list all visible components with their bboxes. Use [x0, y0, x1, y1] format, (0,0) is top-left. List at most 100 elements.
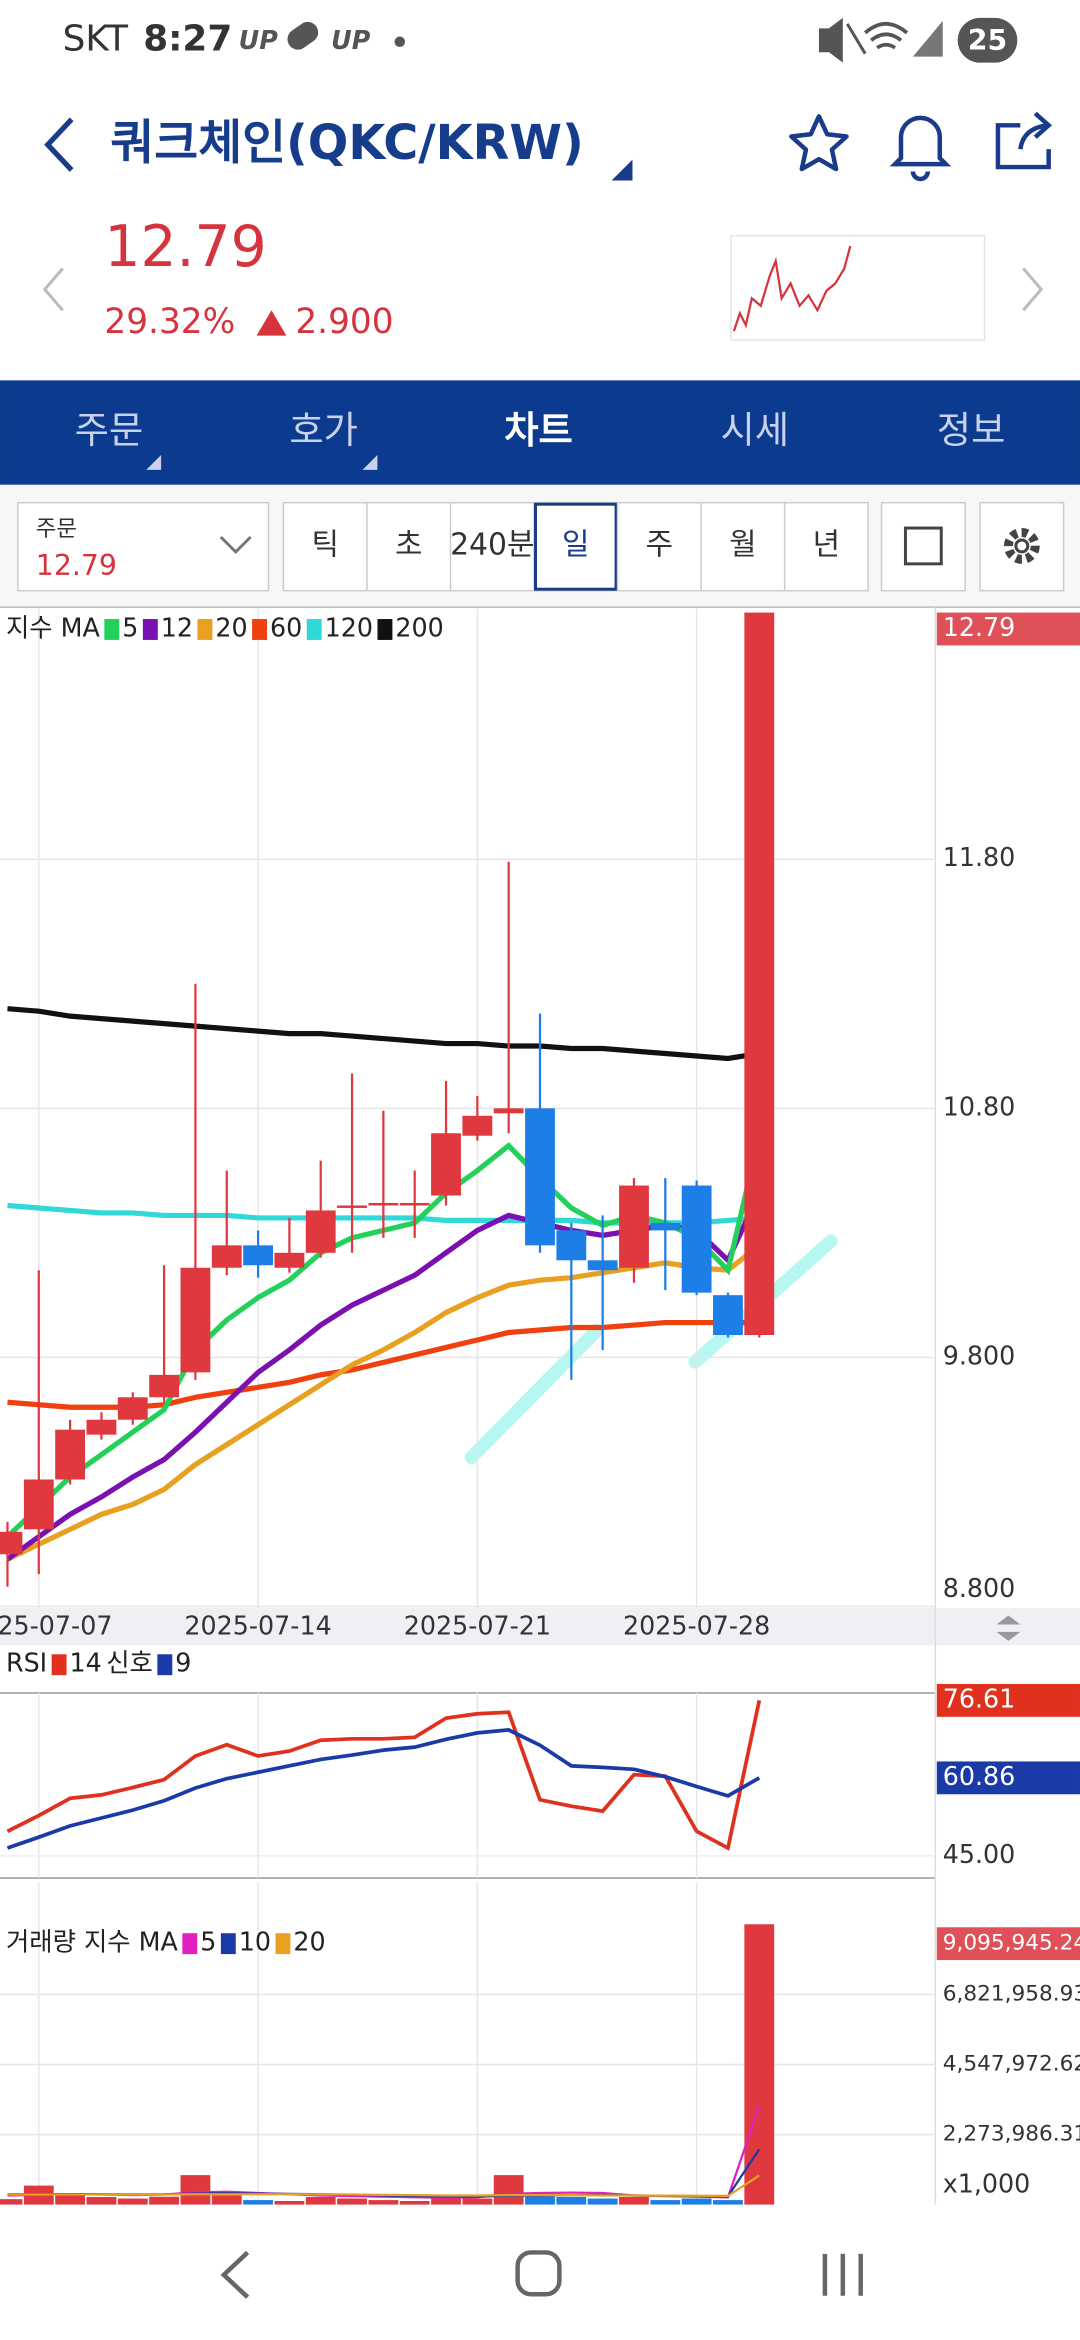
period-button[interactable]: 월 [729, 527, 756, 562]
chart-area [0, 607, 1080, 2205]
candle-body [211, 1245, 242, 1268]
candle-body [274, 1252, 305, 1268]
legend-label: RSI [6, 1648, 47, 1678]
legend-label: 10 [239, 1927, 271, 1957]
period-button[interactable]: 틱 [311, 527, 338, 562]
candle-body [399, 1202, 430, 1206]
rsi-line [6, 1699, 762, 1851]
candle-body [650, 1222, 681, 1231]
tab[interactable]: 시세 [720, 408, 789, 452]
legend-swatch [51, 1654, 67, 1676]
alarm-button[interactable] [889, 115, 952, 182]
candle-body [556, 1230, 587, 1261]
tab[interactable]: 호가 [289, 408, 358, 452]
candle-body [86, 1419, 117, 1435]
legend-label: 9 [175, 1648, 191, 1678]
share-button[interactable] [995, 111, 1053, 170]
period-button[interactable]: 240분 [450, 527, 534, 562]
nav-home[interactable] [515, 2250, 562, 2297]
volume-bar [650, 2200, 681, 2205]
nav-back[interactable] [220, 2250, 250, 2299]
favorite-button[interactable] [789, 114, 849, 172]
volume-bar [587, 2198, 618, 2205]
tab[interactable]: 주문 [75, 408, 144, 452]
value-label: 12.79 [943, 612, 1016, 642]
x-tick-label: 2025-07-28 [623, 1610, 770, 1640]
period-button[interactable]: 일 [562, 527, 589, 562]
volume-ma [7, 2174, 760, 2198]
dropdown-mark [611, 159, 633, 181]
mute-icon [818, 17, 867, 63]
resize-handle[interactable] [996, 1615, 1021, 1641]
candle-body [337, 1205, 367, 1208]
draw-button[interactable] [880, 501, 966, 592]
status-icon-text: UP [239, 25, 279, 55]
candle-body [619, 1185, 649, 1268]
page-title: 쿼크체인(QKC/KRW) [110, 116, 583, 171]
legend-label: 신호 [106, 1648, 153, 1678]
legend-label: 20 [215, 612, 247, 642]
candle-body [55, 1429, 86, 1480]
tab[interactable]: 차트 [504, 408, 573, 452]
legend-swatch [220, 1933, 236, 1955]
volume-bar [493, 2175, 524, 2205]
period-button[interactable]: 년 [813, 527, 840, 562]
candle-body [117, 1397, 148, 1420]
candle-body [368, 1202, 399, 1206]
volume-bar [243, 2200, 273, 2205]
rsi-line [6, 1728, 761, 1850]
legend-swatch [275, 1933, 291, 1955]
volume-bar [556, 2196, 587, 2205]
legend-label: 14 [70, 1648, 102, 1678]
legend-label: 지수 MA [6, 612, 101, 642]
nav-bar [0, 2204, 1080, 2340]
battery-icon [957, 17, 1018, 63]
legend-label: 120 [325, 612, 373, 642]
volume-bar [55, 2192, 86, 2205]
legend-label: 60 [270, 612, 302, 642]
legend-label: 200 [395, 612, 443, 642]
y-tick-label: 6,821,958.935 [943, 1981, 1080, 2006]
select-chevron [219, 535, 252, 555]
legend-label: 12 [161, 612, 193, 642]
gear-core [1014, 538, 1030, 554]
volume-bar [713, 2200, 743, 2205]
volume-bar [744, 1924, 775, 2205]
prev-button[interactable] [42, 267, 64, 312]
tab[interactable]: 정보 [937, 408, 1006, 452]
order-price: 12.79 [36, 549, 117, 582]
status-icon [287, 21, 319, 50]
candle-body [713, 1295, 743, 1336]
value-label: 60.86 [943, 1761, 1016, 1791]
y-tick-label: 4,547,972.623 [943, 2051, 1080, 2076]
legend-swatch [197, 619, 213, 640]
up-triangle [256, 310, 287, 336]
period-button[interactable]: 주 [646, 527, 673, 562]
volume-bar [211, 2195, 242, 2205]
volume-bar [431, 2196, 461, 2205]
volume-bar [0, 2199, 23, 2205]
order-label: 주문 [36, 516, 77, 542]
next-button[interactable] [1022, 267, 1044, 312]
candle-body [744, 612, 775, 1336]
settings-button[interactable] [979, 501, 1065, 592]
volume-bar [337, 2198, 367, 2205]
x-tick-label: 2025-07-21 [404, 1610, 551, 1640]
tab-bar [0, 380, 1080, 485]
period-button[interactable]: 초 [395, 527, 422, 562]
order-select[interactable] [17, 501, 270, 592]
nav-recent[interactable] [822, 2253, 863, 2296]
period-group [282, 501, 869, 592]
candle-body [462, 1115, 493, 1136]
value-label: 76.61 [943, 1683, 1016, 1713]
legend-swatch [157, 1654, 173, 1676]
y-tick-label: 2,273,986.312 [943, 2122, 1080, 2147]
volume-bar [180, 2175, 211, 2205]
legend-swatch [252, 619, 268, 640]
status-icon-text: UP [331, 25, 371, 55]
status-dot [394, 36, 406, 47]
back-button[interactable] [44, 117, 74, 172]
candle-body [180, 1267, 211, 1373]
